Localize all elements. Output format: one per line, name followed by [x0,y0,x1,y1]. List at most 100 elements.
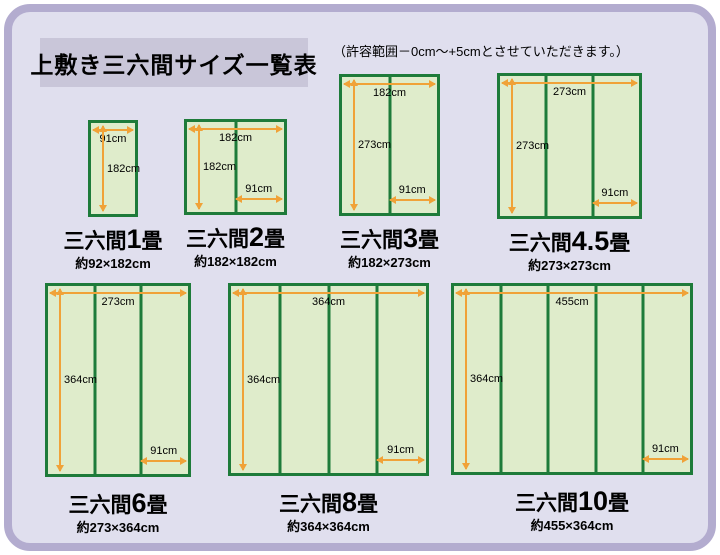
unit-arrow: 91cm [591,187,639,207]
height-label: 273cm [516,140,550,152]
diagram-caption: 三六間3畳 約182×273cm [339,223,440,270]
tatami-rect: 182cm 273cm 91cm [339,74,440,216]
tatami-divider [594,286,598,472]
size-label: 約182×273cm [348,255,431,270]
diagram-caption: 三六間4.5畳 約273×273cm [508,226,631,273]
height-label: 182cm [203,161,237,173]
height-arrow: 273cm [508,78,549,214]
width-label: 273cm [101,296,135,308]
unit-arrow: 91cm [388,184,436,204]
caption-number: 10 [577,486,609,516]
width-arrow: 273cm [501,79,638,98]
diagram-4-5jo: 273cm 273cm 91cm 三六間4.5畳 約273×273cm [497,73,642,272]
width-arrow: 182cm [343,80,436,99]
caption-prefix: 三六間 [185,228,249,251]
size-label: 約182×182cm [194,254,277,269]
height-label: 364cm [64,374,98,386]
tatami-divider [499,286,503,472]
height-arrow: 182cm [99,125,140,212]
caption-suffix: 畳 [141,230,163,253]
size-label: 約92×182cm [75,256,151,271]
unit-label: 91cm [387,444,415,456]
tatami-rect: 364cm 364cm 91cm [228,283,429,476]
tatami-divider [546,286,550,472]
diagram-2jo: 182cm 182cm 91cm 三六間2畳 約182×182cm [184,119,287,268]
caption-prefix: 三六間 [508,232,572,255]
caption-suffix: 畳 [609,232,631,255]
caption-number: 6 [131,488,147,518]
caption-prefix: 三六間 [339,229,403,252]
diagram-8jo: 364cm 364cm 91cm 三六間8畳 約364×364cm [228,283,429,533]
unit-label: 91cm [150,445,178,457]
tatami-divider [327,286,330,473]
unit-label: 91cm [245,183,273,195]
diagram-caption: 三六間6畳 約273×364cm [68,488,168,535]
tatami-rect: 182cm 182cm 91cm [184,119,287,215]
tolerance-note: （許容範囲－0cm～+5cmとさせていただきます。） [333,44,629,59]
unit-arrow: 91cm [376,444,425,464]
size-label: 約273×273cm [528,258,611,273]
unit-label: 91cm [398,184,426,196]
width-arrow: 182cm [188,125,283,144]
height-label: 364cm [470,373,504,385]
unit-arrow: 91cm [641,443,690,463]
diagram-1jo: 91cm 182cm 三六間1畳 約92×182cm [63,120,163,270]
caption-suffix: 畳 [264,228,286,251]
diagram-10jo: 455cm 364cm 91cm 三六間10畳 約455×364cm [451,283,693,532]
caption-suffix: 畳 [146,494,168,517]
height-label: 364cm [247,373,281,386]
width-arrow: 455cm [455,289,689,308]
caption-number: 4.5 [571,226,610,256]
tatami-divider [139,286,143,474]
caption-prefix: 三六間 [68,494,132,517]
caption-number: 2 [248,222,265,252]
diagram-3jo: 182cm 273cm 91cm 三六間3畳 約182×273cm [339,74,440,269]
height-label: 182cm [107,162,141,175]
tatami-rect: 91cm 182cm [88,120,140,217]
height-arrow: 364cm [462,288,503,470]
tatami-divider [544,76,548,216]
size-label: 約455×364cm [530,518,614,533]
tatami-rect: 273cm 273cm 91cm [497,73,642,219]
tatami-divider [641,286,645,472]
width-label: 182cm [218,132,253,144]
tatami-rect: 273cm 364cm 91cm [45,283,191,477]
diagram-caption: 三六間2畳 約182×182cm [185,222,286,269]
caption-suffix: 畳 [608,492,630,515]
tatami-divider [278,286,282,473]
caption-number: 8 [341,487,358,517]
tatami-divider [591,76,595,216]
width-label: 182cm [372,87,407,99]
width-arrow: 91cm [92,126,134,145]
unit-label: 91cm [651,443,679,455]
height-arrow: 273cm [350,79,391,211]
unit-label: 91cm [601,187,629,199]
width-label: 364cm [311,296,346,308]
height-arrow: 364cm [56,288,97,472]
width-arrow: 273cm [49,289,187,308]
caption-prefix: 三六間 [63,230,127,253]
width-label: 455cm [555,296,589,308]
diagram-caption: 三六間1畳 約92×182cm [63,224,163,271]
diagram-caption: 三六間8畳 約364×364cm [278,487,379,534]
size-label: 約364×364cm [287,519,370,534]
size-label: 約273×364cm [76,520,160,535]
caption-prefix: 三六間 [514,492,578,515]
caption-number: 3 [402,223,419,253]
tatami-rect: 455cm 364cm 91cm [451,283,693,475]
tatami-divider [234,122,237,212]
tatami-divider [93,286,97,474]
diagram-6jo: 273cm 364cm 91cm 三六間6畳 約273×364cm [45,283,191,534]
width-label: 273cm [552,86,587,98]
width-label: 91cm [99,133,127,145]
unit-arrow: 91cm [140,445,187,465]
tatami-divider [375,286,379,473]
caption-suffix: 畳 [357,493,379,516]
height-arrow: 364cm [239,288,280,471]
caption-prefix: 三六間 [278,493,342,516]
caption-number: 1 [126,224,142,254]
width-arrow: 364cm [232,289,425,308]
caption-suffix: 畳 [418,229,440,252]
page-title: 上敷き三六間サイズ一覧表 [30,38,317,87]
